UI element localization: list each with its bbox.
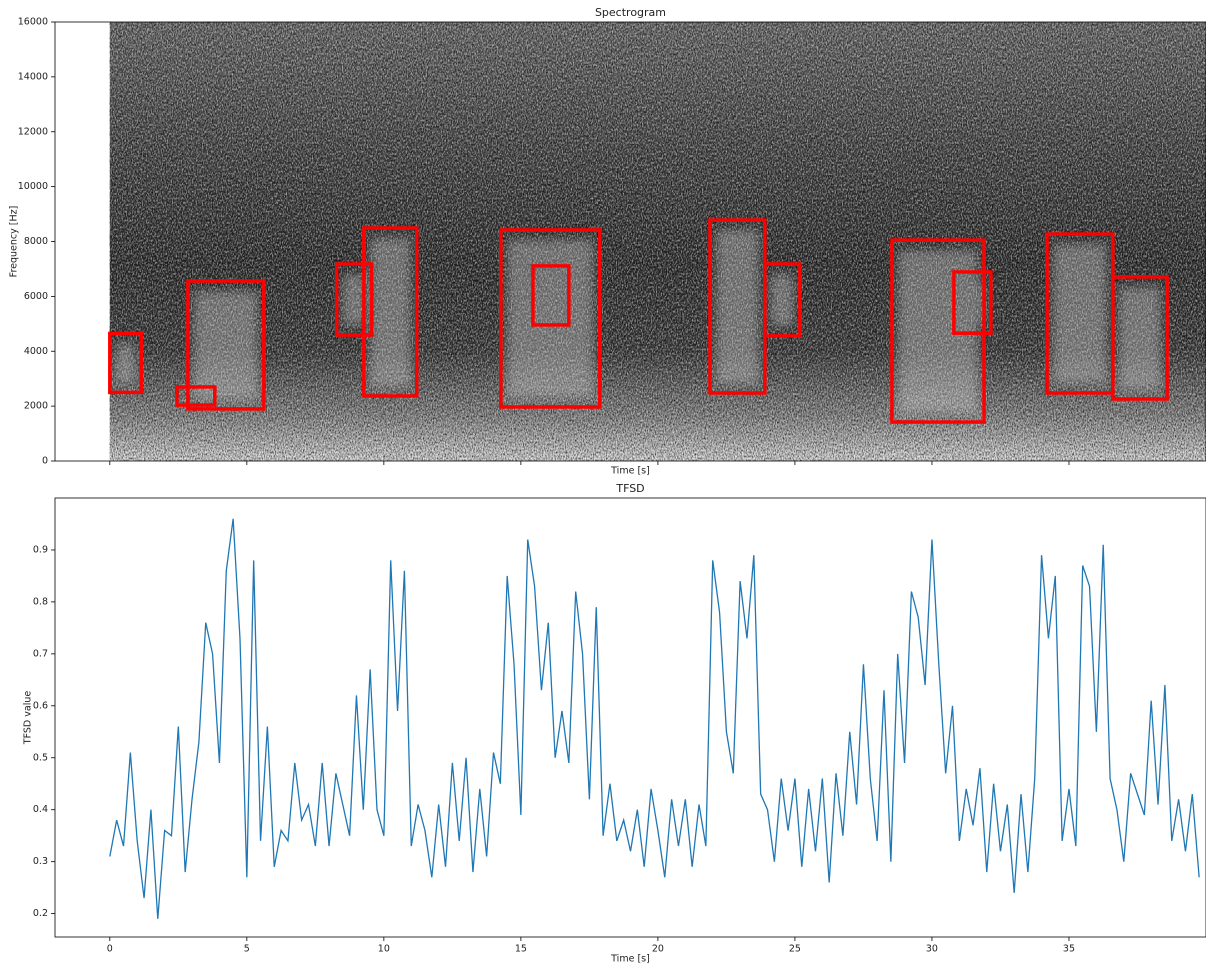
y-tick-label: 4000 bbox=[24, 346, 48, 357]
detection-box bbox=[108, 331, 144, 395]
detection-box bbox=[334, 262, 374, 337]
call-glow bbox=[538, 275, 563, 315]
call-glow bbox=[1118, 286, 1162, 389]
call-glow bbox=[506, 239, 594, 397]
y-tick-label: 0.4 bbox=[33, 804, 48, 815]
call-glow bbox=[1053, 244, 1107, 383]
x-tick-label: 15 bbox=[515, 944, 527, 955]
detection-box bbox=[890, 238, 986, 424]
x-tick-label: 0 bbox=[107, 944, 113, 955]
tfsd-line bbox=[109, 518, 1200, 919]
y-tick-label: 0 bbox=[42, 456, 48, 467]
y-tick-label: 0.9 bbox=[33, 544, 48, 555]
x-tick-label: 35 bbox=[1063, 944, 1075, 955]
x-axis-label: Time [s] bbox=[610, 954, 650, 965]
y-tick-label: 0.2 bbox=[33, 908, 48, 919]
call-glow bbox=[897, 250, 979, 413]
x-tick-label: 20 bbox=[652, 944, 664, 955]
y-tick-label: 0.3 bbox=[33, 856, 48, 867]
y-tick-label: 2000 bbox=[24, 401, 48, 412]
y-tick-label: 16000 bbox=[18, 17, 48, 28]
y-tick-label: 10000 bbox=[18, 181, 48, 192]
detection-box bbox=[763, 262, 802, 338]
call-glow bbox=[959, 281, 985, 324]
tfsd-axes: 0.2 0.3 0.4 0.5 0.6 0.7 0.8 0.9 0 5 10 15 20 25 30 35 TF… bbox=[23, 482, 1206, 965]
x-axis-label: Time [s] bbox=[610, 466, 650, 477]
call-glow bbox=[770, 273, 794, 326]
y-tick-label: 0.5 bbox=[33, 752, 48, 763]
call-glow bbox=[342, 273, 366, 326]
call-glow bbox=[369, 238, 411, 386]
call-glow bbox=[115, 343, 136, 383]
call-glow bbox=[715, 230, 759, 383]
spectrogram-noise bbox=[109, 22, 1206, 461]
chart-title: TFSD bbox=[615, 482, 644, 495]
spectrogram-axes: 0 2000 4000 6000 8000 10000 12000 14000 16000 Spe… bbox=[9, 6, 1206, 477]
detection-box bbox=[1111, 275, 1169, 401]
detection-box bbox=[175, 385, 217, 407]
y-tick-label: 8000 bbox=[24, 236, 48, 247]
detection-box bbox=[362, 226, 419, 398]
detection-box bbox=[186, 279, 266, 411]
y-tick-label: 0.6 bbox=[33, 700, 48, 711]
x-tick-label: 10 bbox=[378, 944, 390, 955]
axes-frame bbox=[54, 497, 1206, 938]
y-tick-label: 12000 bbox=[18, 126, 48, 137]
y-tick-label: 14000 bbox=[18, 71, 48, 82]
x-tick-label: 5 bbox=[244, 944, 250, 955]
chart-title: Spectrogram bbox=[595, 6, 666, 19]
y-axis-label: TFSD value bbox=[23, 691, 34, 746]
y-tick-label: 0.8 bbox=[33, 596, 48, 607]
x-tick-label: 30 bbox=[926, 944, 938, 955]
call-glow bbox=[193, 291, 258, 399]
y-tick-label: 0.7 bbox=[33, 648, 48, 659]
y-axis-label: Frequency [Hz] bbox=[9, 206, 20, 278]
y-tick-label: 6000 bbox=[24, 291, 48, 302]
detection-box bbox=[952, 270, 993, 335]
x-tick-label: 25 bbox=[789, 944, 801, 955]
detection-box bbox=[499, 228, 602, 409]
detection-box bbox=[531, 264, 571, 327]
